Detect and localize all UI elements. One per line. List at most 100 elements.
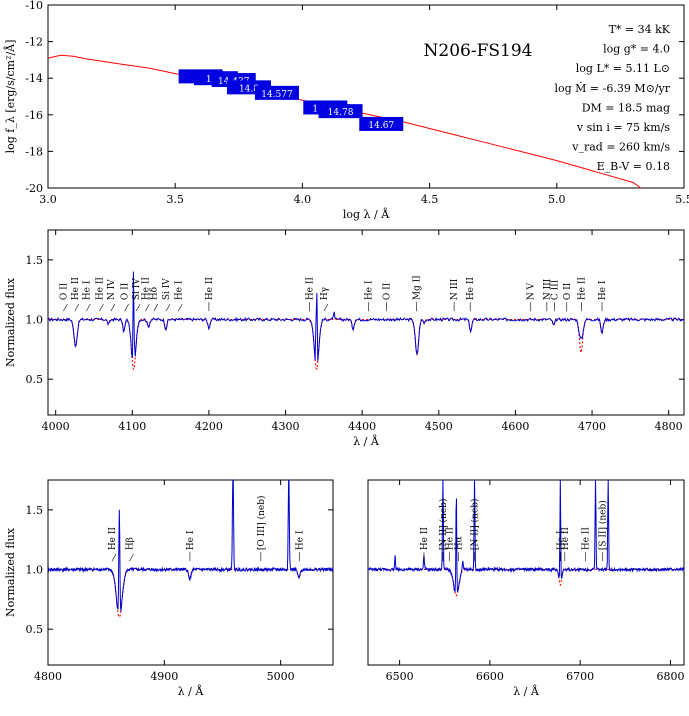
line-id-label: N V [527,282,537,300]
x-tick-label: 4900 [150,670,178,683]
line-id-tick [153,304,159,312]
x-axis-label: λ / Å [513,684,540,698]
y-tick-label: -10 [25,0,43,12]
x-tick-label: 4600 [501,420,529,433]
x-axis-label: log λ / Å [343,207,390,221]
line-id-label: N IV [107,279,117,300]
line-id-tick [165,304,171,312]
x-tick-label: 5.5 [675,193,689,206]
observed-spectrum-line [47,479,334,612]
parameter-7: E_B-V = 0.18 [597,160,670,173]
model-spectrum-line [48,318,684,371]
line-id-tick [145,304,150,312]
x-tick-label: 4000 [42,420,70,433]
line-id-label: N III [543,278,553,300]
x-tick-label: 4500 [425,420,453,433]
parameter-6: v_rad = 260 km/s [571,141,670,154]
parameter-3: log Ṁ = -6.39 M⊙/yr [554,81,670,95]
y-tick-label: -20 [25,182,43,195]
model-sed-line [47,54,642,189]
x-tick-label: 6500 [386,670,414,683]
star-name: N206-FS194 [424,41,533,61]
line-id-label: Hα [454,536,464,550]
line-id-label: O II [383,282,393,300]
photometry-box [318,104,363,119]
line-id-label: He I [186,530,196,550]
x-tick-label: 3.5 [166,193,184,206]
line-id-tick [129,554,134,562]
photometry-box [254,85,299,100]
photometry-label: 14.8 [239,84,259,94]
x-tick-label: 4700 [578,420,606,433]
y-axis-label: log f_λ [erg/s/cm²/Å] [3,40,17,154]
line-id-label: He II [71,277,81,301]
line-id-label: He I [295,530,305,550]
line-id-label: He II [205,277,215,301]
y-tick-label: 0.5 [26,373,44,386]
line-id-tick [135,304,141,312]
x-tick-label: 6700 [566,670,594,683]
line-id-tick [178,304,183,312]
line-id-label: Hδ [150,287,160,300]
y-tick-label: 1.5 [26,504,44,517]
line-id-tick [124,304,129,312]
line-id-label: [N II] (neb) [470,499,481,551]
x-tick-label: 5000 [267,670,295,683]
line-id-tick [63,304,68,312]
line-id-label: O II [563,282,573,300]
line-id-label: [O III] (neb) [256,495,267,550]
x-tick-label: 4800 [34,670,62,683]
x-tick-label: 4400 [348,420,376,433]
line-id-tick [86,304,91,312]
plot-frame [47,479,334,666]
y-tick-label: 1.0 [26,564,44,577]
y-tick-label: 1.5 [26,254,44,267]
line-id-label: He II [445,527,455,551]
parameter-2: log L* = 5.11 L⊙ [576,62,670,75]
photometry-label: 14.577 [261,90,293,100]
blue-spectrum-panel: 4000 4100 4200 4300 4400 4500 4600 4700 4800 0.5 1… [4,229,685,448]
line-id-label: He I [556,530,566,550]
x-tick-label: 4100 [118,420,146,433]
line-id-label: He II [420,527,430,551]
y-tick-label: -12 [25,36,43,49]
y-tick-label: -16 [25,109,43,122]
line-id-tick [99,304,104,312]
line-id-label: He I [598,280,608,300]
line-id-label: [S II] (neb) [598,500,609,550]
hbeta-spectrum-panel: 4800 4900 5000 0.5 1.0 1.5 λ / Å Normalized flu… [4,479,334,698]
line-id-label: He II [305,277,315,301]
line-id-tick [111,554,117,562]
observed-spectrum-line [47,271,685,362]
x-tick-label: 4200 [195,420,223,433]
line-id-label: He II [466,277,476,301]
model-spectrum-line [368,568,684,597]
x-tick-label: 3.0 [39,193,57,206]
line-id-label: He I [82,280,92,300]
x-axis-label: λ / Å [353,434,380,448]
line-id-label: O II [121,282,131,300]
x-tick-label: 6800 [656,670,684,683]
line-id-label: He II [95,277,105,301]
line-id-label: [N II] (neb) [438,499,449,551]
x-tick-label: 4300 [272,420,300,433]
line-id-label: He I [174,280,184,300]
y-axis-label: Normalized flux [4,277,17,367]
x-tick-label: 4.5 [421,193,439,206]
photometry-label: 14.67 [368,121,394,131]
plot-frame [47,229,685,416]
line-id-label: He II [577,277,587,301]
parameter-list: T* = 34 kK log g* = 4.0 log L* = 5.11 L⊙ lo… [554,23,670,173]
line-id-label: O II [59,282,69,300]
parameter-1: log g* = 4.0 [603,43,670,56]
plot-frame [367,479,685,666]
line-id-label: Hγ [320,287,330,300]
x-tick-label: 6600 [476,670,504,683]
x-tick-label: 5.0 [548,193,566,206]
line-id-label: He II [561,527,571,551]
sed-panel: 3.0 3.5 4.0 4.5 5.0 5.5 -10 -12 -14 -16 -18 -20 log … [3,0,689,221]
line-id-tick [323,304,329,312]
y-tick-label: 1.0 [26,314,44,327]
